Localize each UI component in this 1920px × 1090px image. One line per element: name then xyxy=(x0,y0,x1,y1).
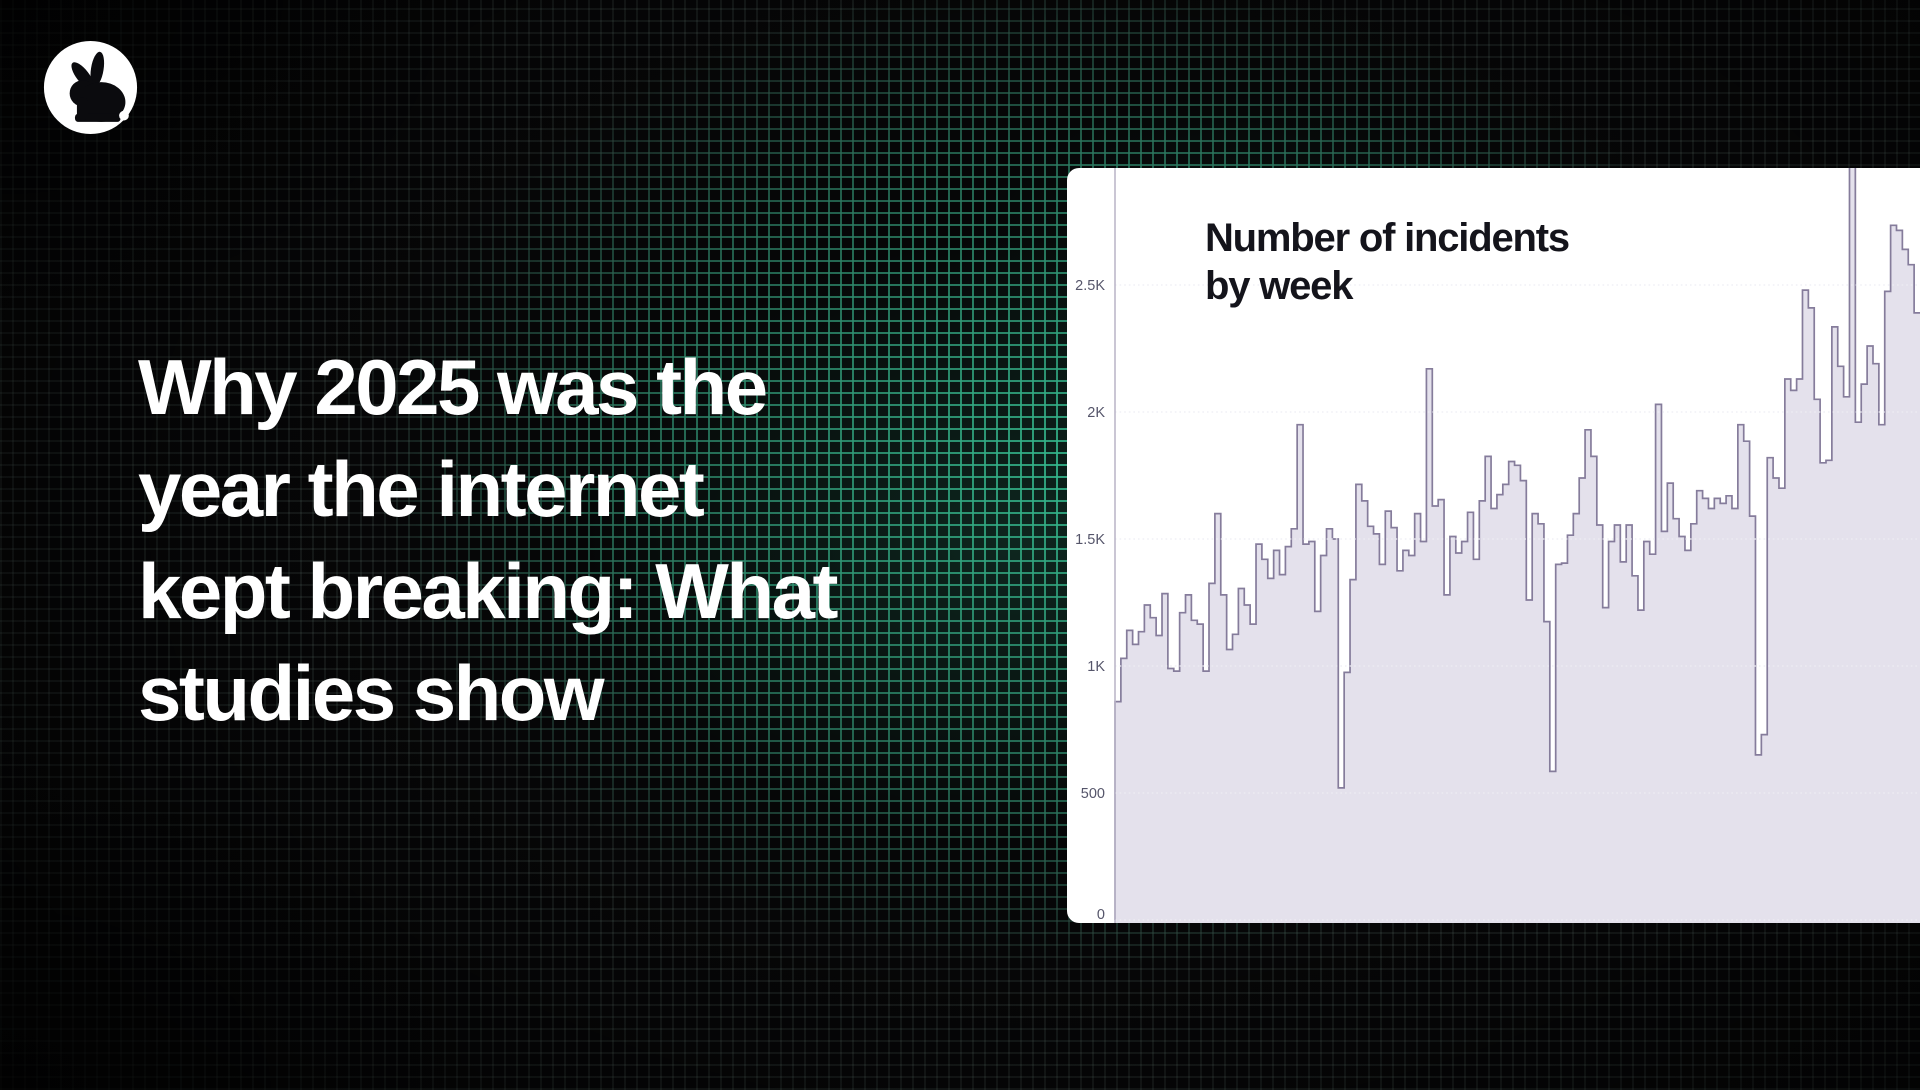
svg-text:500: 500 xyxy=(1081,786,1105,802)
chart-title: Number of incidents by week xyxy=(1205,216,1570,308)
rabbit-icon xyxy=(43,40,138,135)
hero-title: Why 2025 was the year the internet kept … xyxy=(138,343,838,737)
svg-text:1K: 1K xyxy=(1087,659,1105,675)
svg-text:0: 0 xyxy=(1097,907,1105,923)
rabbit-logo xyxy=(42,39,139,136)
svg-text:1.5K: 1.5K xyxy=(1075,532,1105,548)
svg-text:2K: 2K xyxy=(1087,405,1105,421)
svg-text:2.5K: 2.5K xyxy=(1075,278,1105,294)
chart-panel: Number of incidents by week 0 500 1K 1.5K 2K… xyxy=(1067,168,1920,923)
